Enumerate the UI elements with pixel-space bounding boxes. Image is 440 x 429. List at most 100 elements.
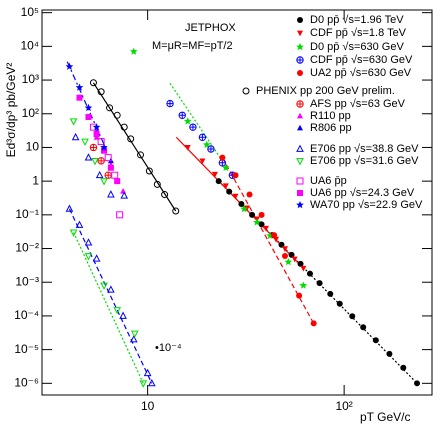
legend-marker: [297, 30, 303, 37]
point: [97, 88, 105, 96]
legend-label: WA70 pp √s=22.9 GeV: [310, 199, 423, 211]
point: [129, 335, 138, 343]
point: [100, 178, 108, 186]
annotation: M=μR=MF=pT/2: [152, 40, 233, 52]
legend-marker: [296, 201, 304, 209]
point: [306, 270, 313, 277]
point: [101, 147, 108, 154]
annotation: •10⁻⁴: [155, 342, 182, 354]
legend-marker: [296, 158, 304, 166]
legend-marker: [296, 177, 304, 185]
y-tick-label: 10²: [22, 106, 39, 120]
legend-label: PHENIX pp 200 GeV prelim.: [256, 85, 395, 97]
point: [93, 131, 100, 138]
point: [145, 167, 153, 175]
point: [65, 204, 74, 212]
point: [299, 281, 308, 289]
point: [143, 368, 152, 377]
point: [414, 380, 421, 387]
point: [84, 153, 93, 161]
point-part: [166, 100, 174, 107]
point: [207, 145, 215, 153]
y-tick-label: 10⁻⁶: [14, 375, 39, 389]
point-part: [199, 134, 206, 141]
point: [97, 138, 105, 146]
legend-marker: [242, 87, 250, 95]
point: [85, 114, 92, 121]
point: [296, 292, 303, 299]
point: [104, 154, 112, 162]
point: [226, 188, 233, 195]
point: [71, 132, 80, 141]
point: [238, 200, 245, 207]
point: [89, 143, 98, 152]
point: [284, 257, 293, 266]
legend-marker: [297, 190, 303, 196]
legend-label: R806 pp: [310, 122, 352, 134]
point: [107, 285, 115, 293]
theory-curve: [68, 208, 153, 384]
legend-marker: [297, 17, 303, 23]
point: [300, 265, 307, 272]
point: [327, 290, 334, 297]
point: [258, 211, 265, 218]
point: [246, 191, 253, 198]
theory-curve: [221, 157, 315, 324]
point: [84, 103, 93, 112]
point: [218, 159, 227, 167]
point: [166, 99, 174, 108]
point: [139, 380, 148, 388]
point: [104, 171, 112, 179]
point: [153, 180, 161, 188]
point-part: [189, 123, 197, 131]
point: [222, 163, 230, 171]
legend-marker: [297, 112, 303, 119]
point: [199, 158, 206, 165]
theory-curve: [66, 61, 108, 151]
legend-label: D0 pp̄ √s=1.96 TeV: [310, 14, 404, 26]
y-tick-label: 10⁴: [20, 39, 39, 53]
point: [69, 118, 78, 126]
point: [215, 178, 222, 185]
point: [120, 191, 129, 199]
legend-label: R110 pp: [310, 110, 351, 122]
point-part: [105, 172, 112, 179]
legend-label: E706 pp √s=38.8 GeV: [310, 143, 419, 155]
point: [178, 111, 186, 119]
point: [113, 307, 122, 315]
y-tick-label: 10³: [22, 72, 39, 86]
legend-marker: [296, 56, 304, 64]
point: [69, 229, 78, 237]
legend-marker: [297, 124, 303, 131]
point: [97, 157, 105, 165]
point: [100, 143, 108, 151]
point: [198, 133, 207, 142]
x-tick-label: 10²: [335, 399, 352, 413]
point: [272, 236, 279, 243]
x-axis-label: pT GeV/c: [360, 410, 410, 424]
point: [75, 220, 84, 228]
y-tick-label: 1: [32, 173, 39, 187]
y-tick-label: 10⁻³: [15, 274, 39, 288]
point: [127, 135, 135, 143]
y-tick-label: 10: [26, 140, 40, 154]
point: [253, 218, 261, 226]
point: [76, 94, 83, 101]
point: [222, 183, 229, 190]
y-tick-label: 10⁻¹: [15, 207, 39, 221]
theory-curve: [92, 82, 177, 212]
point: [336, 300, 343, 307]
point: [386, 350, 393, 357]
point: [100, 282, 108, 290]
point: [107, 190, 115, 198]
point: [316, 280, 323, 287]
point: [249, 211, 256, 218]
legend-label: UA6 p̄p: [310, 175, 347, 187]
point: [183, 117, 192, 125]
legend-label: CDF pp̄ √s=630 GeV: [310, 54, 413, 66]
y-tick-label: 10⁻⁵: [14, 342, 39, 356]
legend-label: D0 pp̄ √s=630 GeV: [310, 41, 404, 53]
legend-label: UA6 pp √s=24.3 GeV: [310, 187, 415, 199]
point: [106, 104, 114, 112]
legend-marker: [296, 43, 304, 51]
